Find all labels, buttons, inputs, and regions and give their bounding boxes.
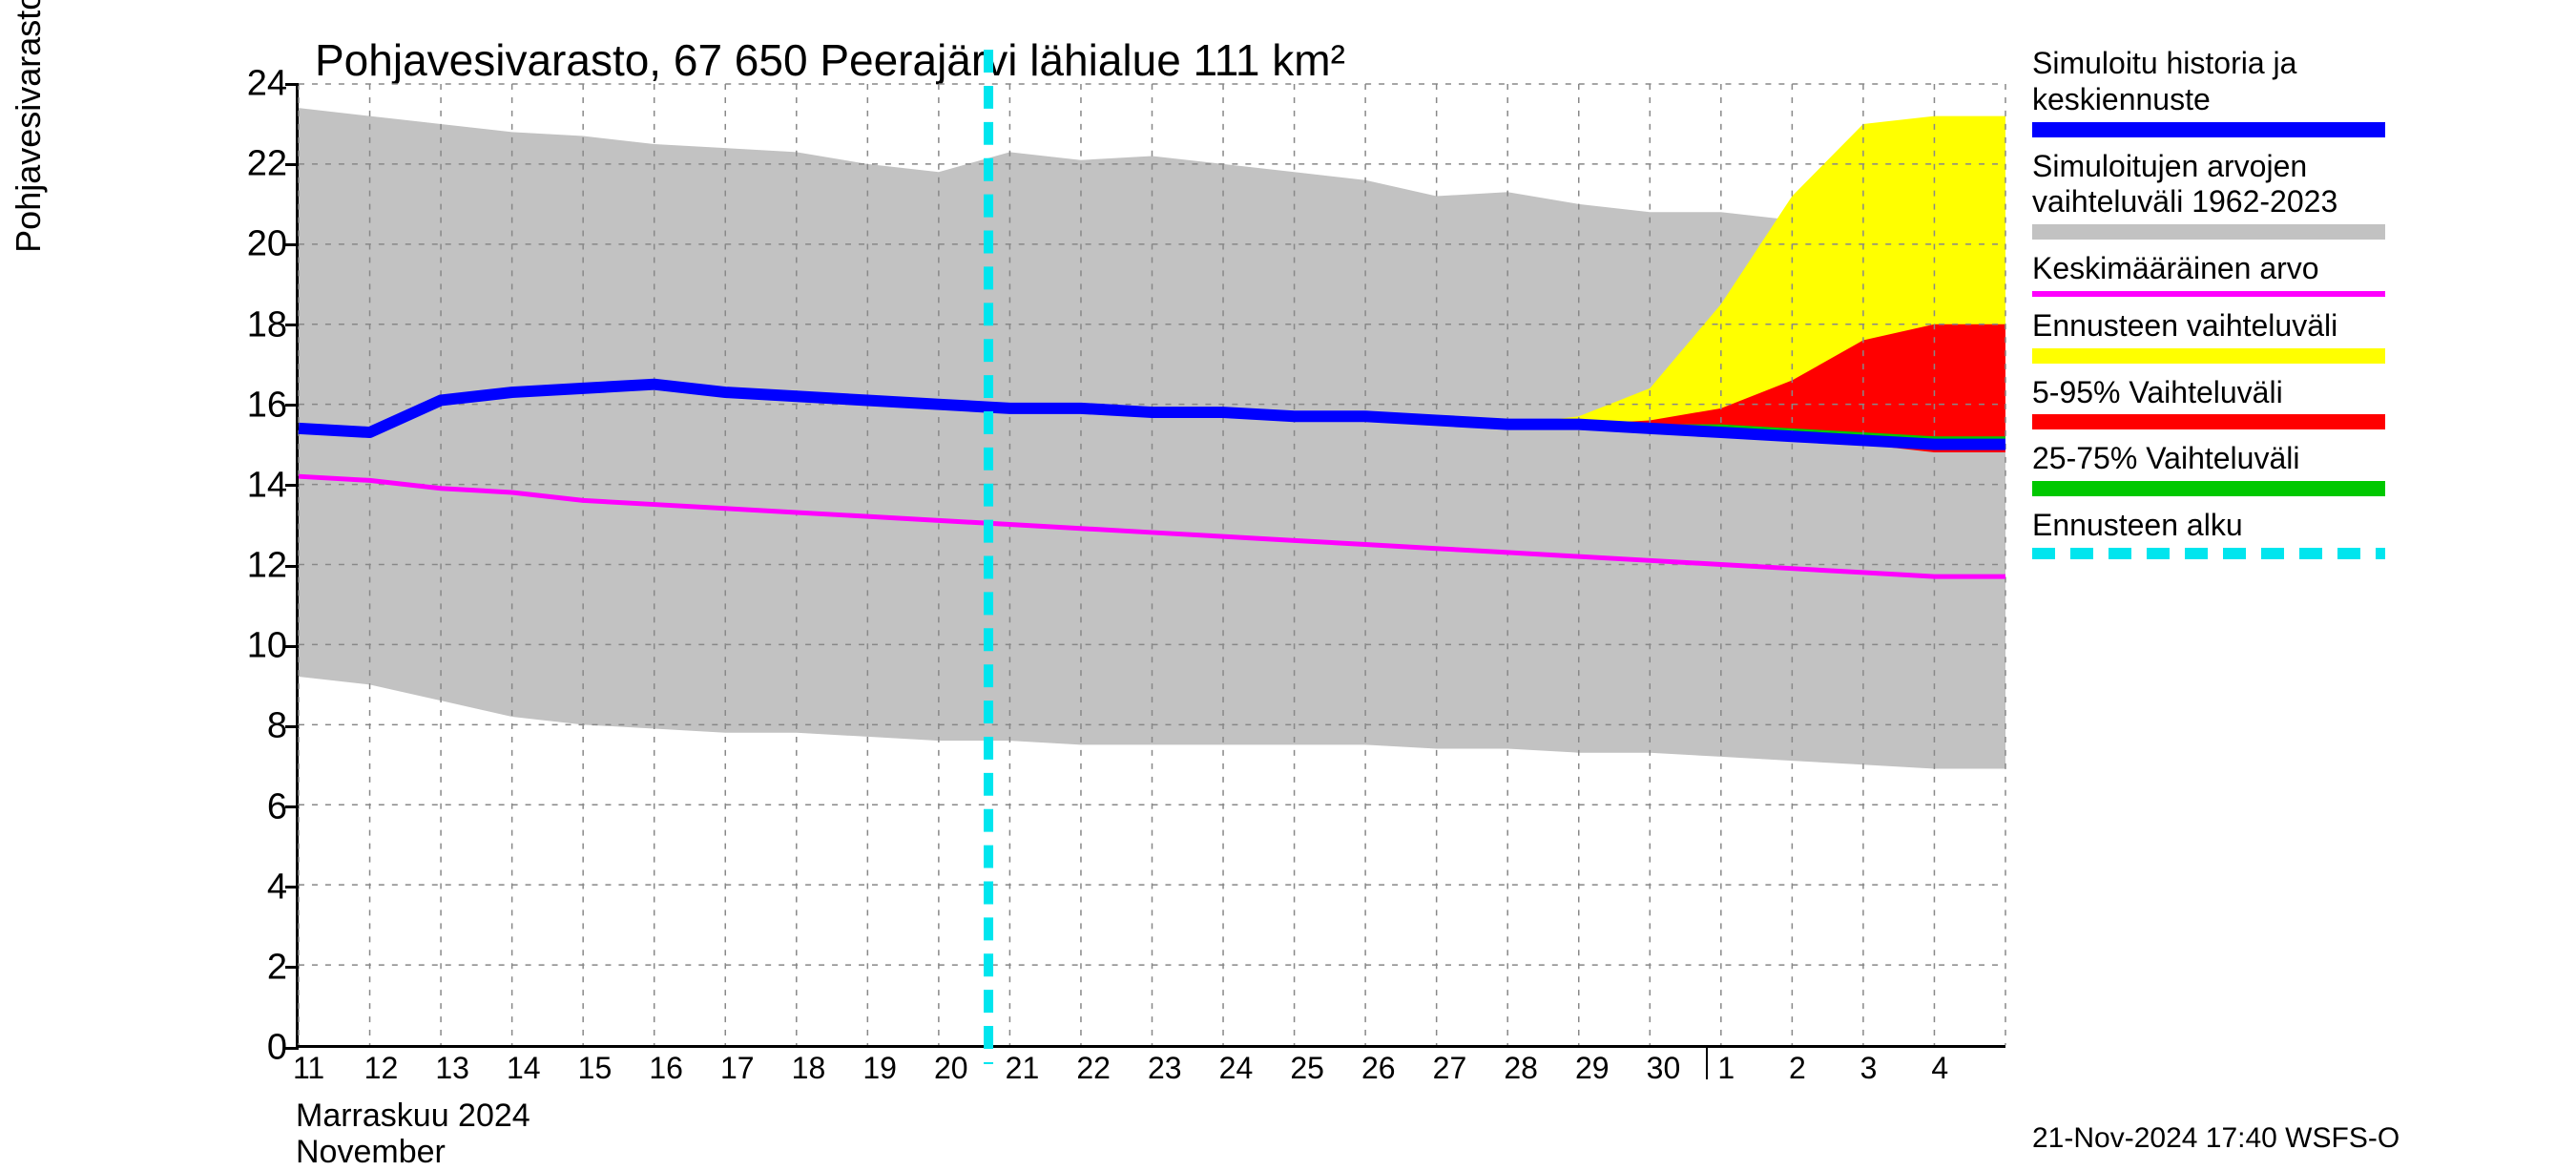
- y-tick-mark: [285, 324, 299, 326]
- x-tick-label: 25: [1290, 1045, 1324, 1086]
- x-tick-label: 21: [1006, 1045, 1040, 1086]
- footer-timestamp: 21-Nov-2024 17:40 WSFS-O: [2032, 1122, 2399, 1155]
- y-tick-mark: [285, 725, 299, 728]
- y-tick-mark: [285, 805, 299, 808]
- x-tick-label: 30: [1647, 1045, 1681, 1086]
- legend-swatch: [2032, 122, 2385, 137]
- legend-label: 25-75% Vaihteluväli: [2032, 441, 2547, 477]
- legend-label: Ennusteen vaihteluväli: [2032, 308, 2547, 345]
- x-tick-label: 4: [1931, 1045, 1948, 1086]
- legend-swatch: [2032, 224, 2385, 240]
- legend-label: Ennusteen alku: [2032, 508, 2547, 544]
- x-tick-label: 20: [934, 1045, 968, 1086]
- y-tick-mark: [285, 484, 299, 487]
- x-axis-month-label-en: November: [296, 1134, 446, 1171]
- y-tick-mark: [285, 565, 299, 568]
- legend-swatch: [2032, 481, 2385, 496]
- legend-swatch: [2032, 548, 2385, 559]
- x-tick-label: 23: [1148, 1045, 1182, 1086]
- x-tick-label: 18: [792, 1045, 826, 1086]
- legend-item: Simuloitujen arvojenvaihteluväli 1962-20…: [2032, 149, 2547, 240]
- x-tick-label: 28: [1504, 1045, 1538, 1086]
- x-tick-label: 13: [435, 1045, 469, 1086]
- legend-swatch: [2032, 291, 2385, 297]
- x-tick-label: 1: [1717, 1045, 1735, 1086]
- legend-item: Simuloitu historia jakeskiennuste: [2032, 46, 2547, 137]
- x-tick-label: 14: [507, 1045, 541, 1086]
- x-axis-month-label-fi: Marraskuu 2024: [296, 1098, 530, 1135]
- x-tick-label: 17: [720, 1045, 755, 1086]
- x-tick-label: 19: [862, 1045, 897, 1086]
- y-tick-mark: [285, 83, 299, 86]
- x-tick-label: 11: [293, 1045, 324, 1086]
- x-tick-label: 12: [364, 1045, 399, 1086]
- legend-item: 25-75% Vaihteluväli: [2032, 441, 2547, 496]
- legend-item: Ennusteen vaihteluväli: [2032, 308, 2547, 364]
- legend-label: keskiennuste: [2032, 82, 2547, 118]
- legend-item: 5-95% Vaihteluväli: [2032, 375, 2547, 430]
- y-axis-label: Pohjavesivarasto / Groundwater storage m…: [9, 0, 49, 253]
- y-tick-mark: [285, 243, 299, 246]
- y-tick-mark: [285, 163, 299, 166]
- x-tick-label: 24: [1219, 1045, 1254, 1086]
- y-tick-mark: [285, 886, 299, 889]
- x-tick-label: 16: [649, 1045, 683, 1086]
- x-tick-label: 3: [1860, 1045, 1878, 1086]
- x-tick-label: 15: [578, 1045, 613, 1086]
- legend-swatch: [2032, 414, 2385, 429]
- plot-area: 024681012141618202224 111213141516171819…: [296, 84, 2005, 1048]
- legend-label: Simuloitujen arvojen: [2032, 149, 2547, 185]
- legend-item: Ennusteen alku: [2032, 508, 2547, 559]
- chart-title: Pohjavesivarasto, 67 650 Peerajärvi lähi…: [315, 34, 1345, 86]
- y-tick-mark: [285, 966, 299, 969]
- x-tick-label: 26: [1361, 1045, 1396, 1086]
- legend-item: Keskimääräinen arvo: [2032, 251, 2547, 297]
- legend-label: vaihteluväli 1962-2023: [2032, 184, 2547, 220]
- chart-container: Pohjavesivarasto / Groundwater storage m…: [0, 0, 2576, 1145]
- legend-label: Simuloitu historia ja: [2032, 46, 2547, 82]
- legend: Simuloitu historia jakeskiennusteSimuloi…: [2032, 46, 2547, 571]
- y-tick-mark: [285, 645, 299, 648]
- x-tick-label: 29: [1575, 1045, 1610, 1086]
- legend-label: Keskimääräinen arvo: [2032, 251, 2547, 287]
- y-tick-mark: [285, 404, 299, 407]
- chart-svg: [299, 84, 2005, 1045]
- x-tick-label: 27: [1433, 1045, 1467, 1086]
- legend-swatch: [2032, 348, 2385, 364]
- x-tick-label: 2: [1789, 1045, 1806, 1086]
- month-boundary-tick: [1706, 1045, 1708, 1079]
- x-tick-label: 22: [1076, 1045, 1111, 1086]
- legend-label: 5-95% Vaihteluväli: [2032, 375, 2547, 411]
